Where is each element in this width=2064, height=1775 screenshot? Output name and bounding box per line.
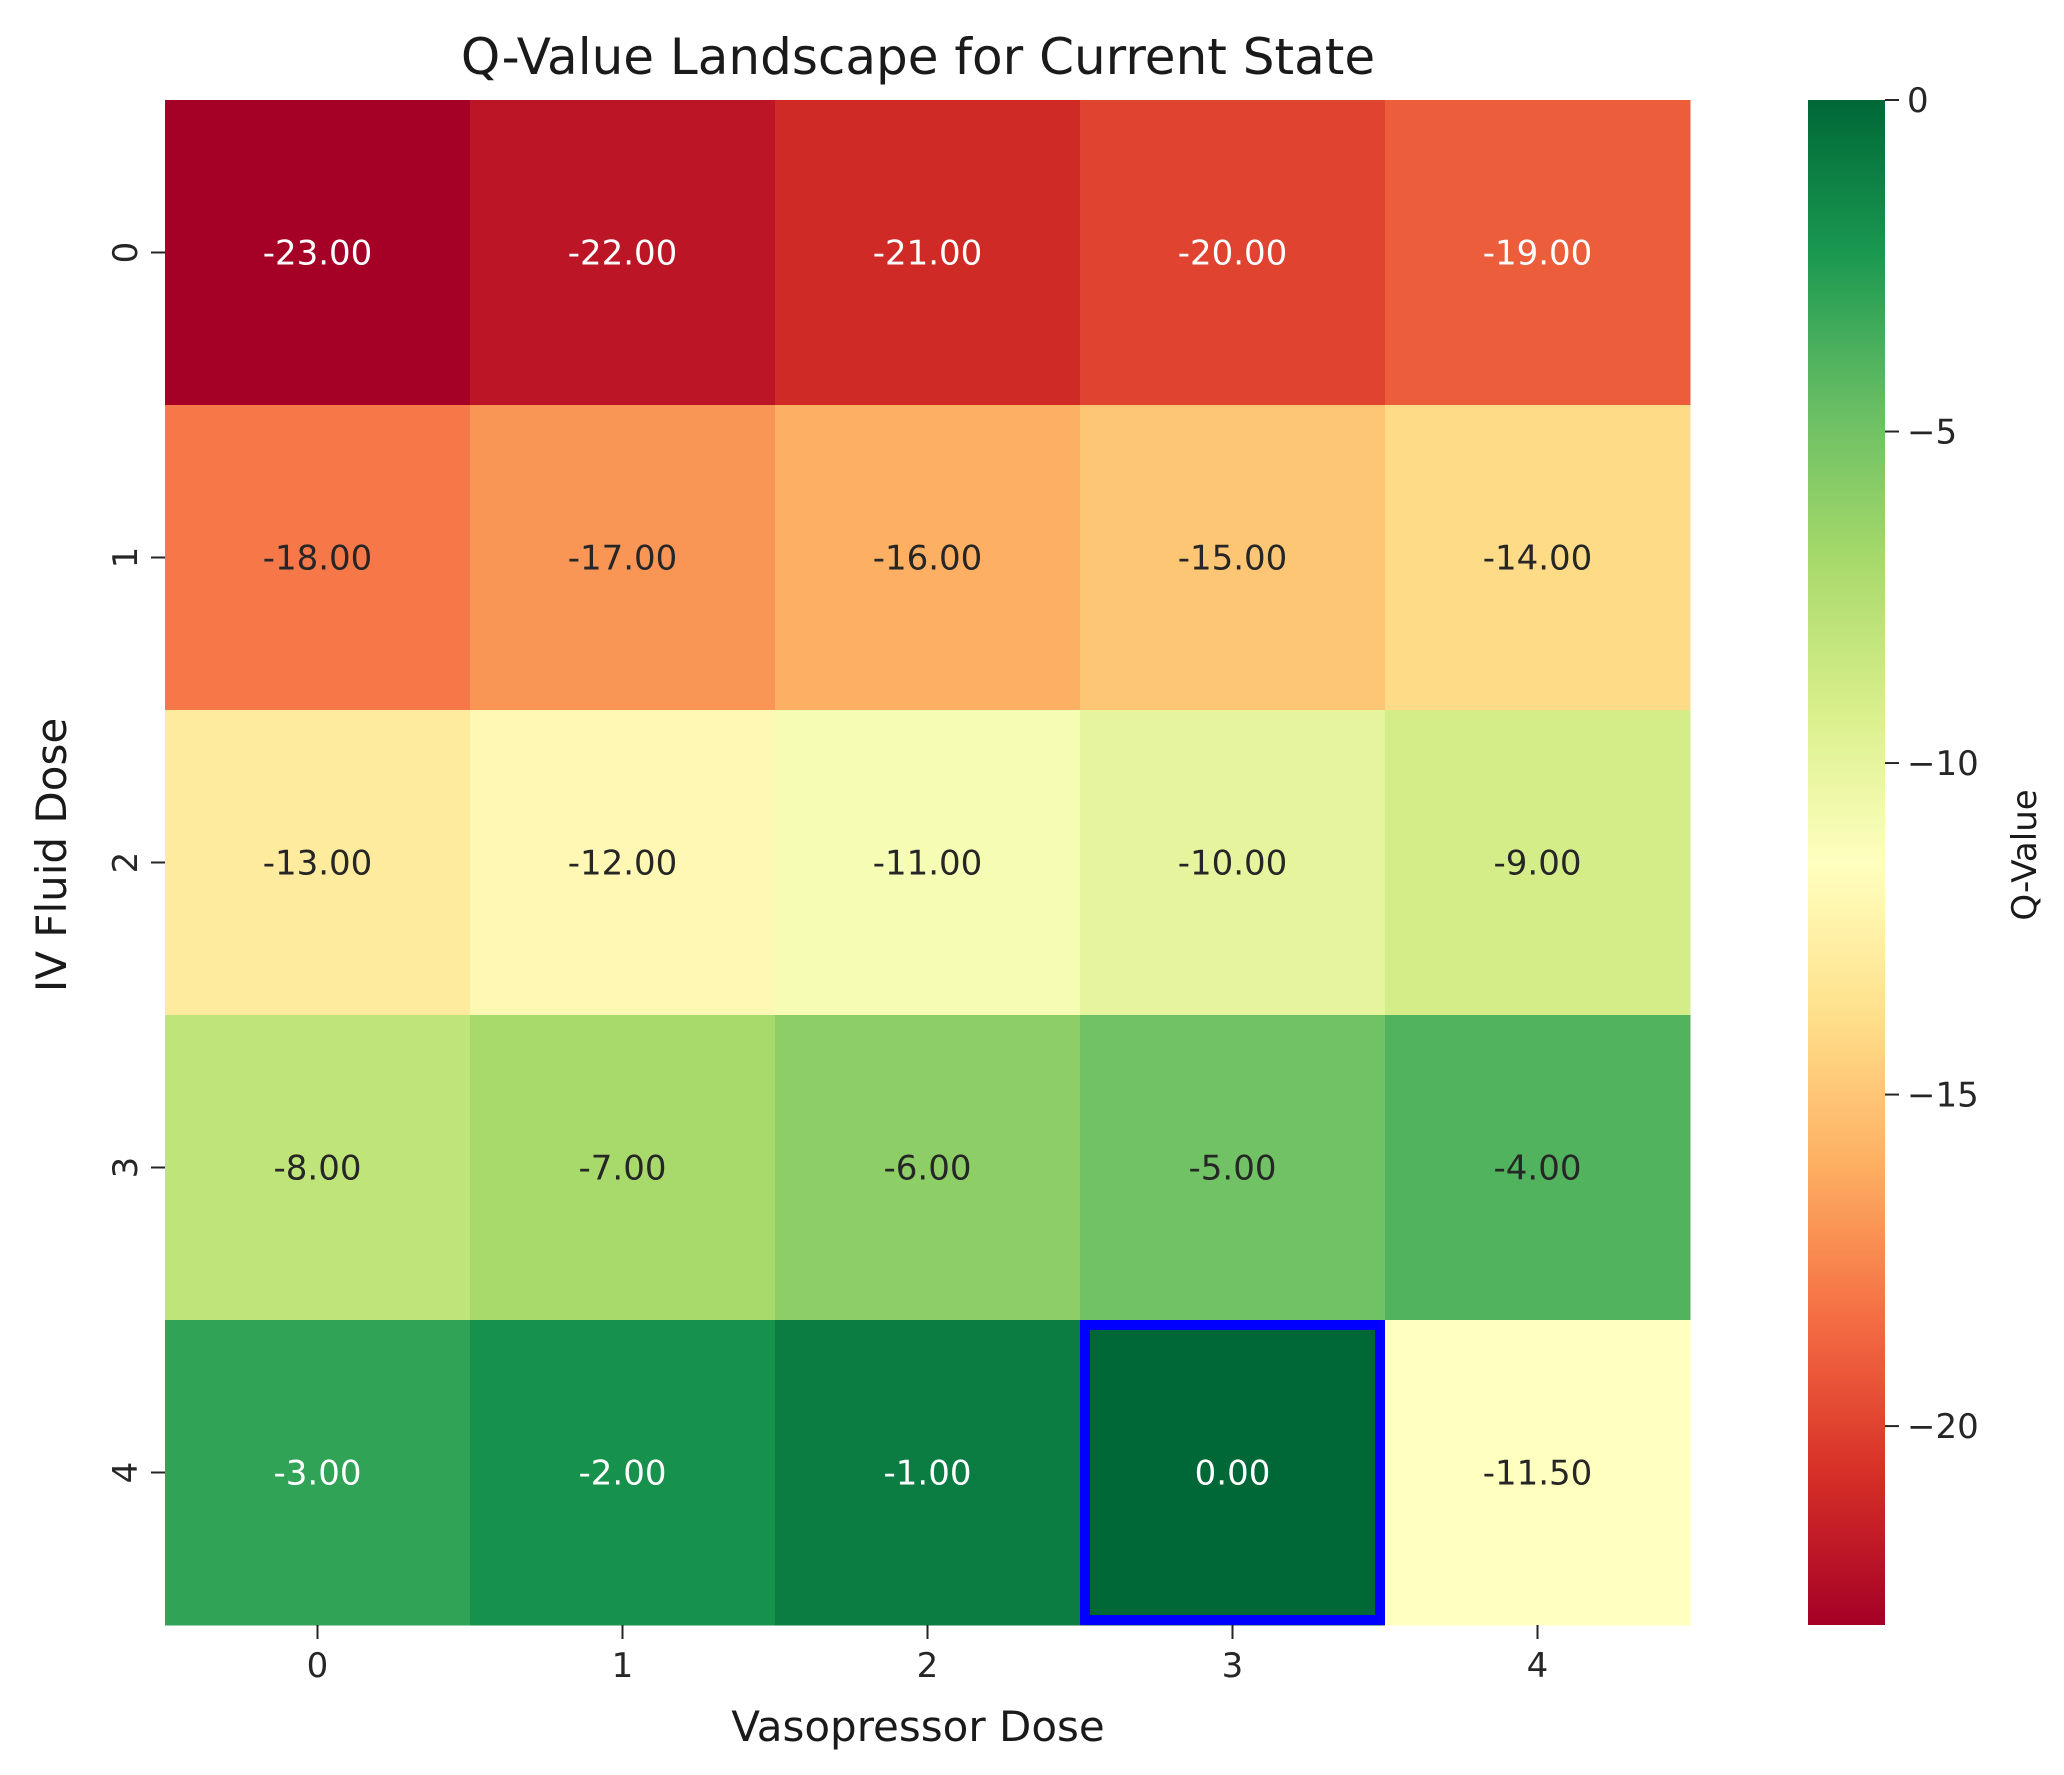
cell-value-label: -6.00	[884, 1149, 972, 1189]
cell-value-label: -9.00	[1494, 844, 1582, 884]
cell-value-label: -8.00	[274, 1149, 362, 1189]
x-axis-ticks: 0 1 2 3 4	[307, 1625, 1549, 1686]
y-axis-ticks: 0 1 2 3 4	[106, 242, 165, 1484]
cell-value-label: -22.00	[568, 234, 678, 274]
cell-value-label: -10.00	[1178, 844, 1288, 884]
cell-value-label: -2.00	[579, 1454, 667, 1494]
colorbar-gradient	[1808, 100, 1885, 1625]
colorbar-tick-label: 0	[1907, 81, 1929, 121]
heatmap-cell	[775, 1320, 1081, 1626]
y-axis-label: IV Fluid Dose	[27, 718, 76, 992]
y-tick-label: 0	[106, 242, 146, 264]
cell-value-label: -12.00	[568, 844, 678, 884]
colorbar-label: Q-Value	[2005, 789, 2045, 920]
heatmap-cell	[470, 1015, 776, 1321]
cell-value-label: -11.00	[873, 844, 983, 884]
colorbar-tick-label: −20	[1907, 1407, 1979, 1447]
cell-value-labels: -23.00 -22.00 -21.00 -20.00 -19.00 -18.00 -17.…	[263, 234, 1593, 1494]
heatmap-cell	[1080, 710, 1386, 1016]
heatmap-cell	[165, 1320, 471, 1626]
heatmap-cell	[1080, 405, 1386, 711]
heatmap-cell	[470, 710, 776, 1016]
heatmap-cell	[1385, 710, 1691, 1016]
heatmap-cell	[1385, 1015, 1691, 1321]
cell-value-label: -13.00	[263, 844, 373, 884]
cell-value-label: -17.00	[568, 539, 678, 579]
y-tick-label: 1	[106, 547, 146, 569]
cell-value-label: -18.00	[263, 539, 373, 579]
x-tick-label: 3	[1222, 1646, 1244, 1686]
cell-value-label: -20.00	[1178, 234, 1288, 274]
cell-value-label: -23.00	[263, 234, 373, 274]
colorbar: 0 −5 −10 −15 −20	[1808, 81, 1979, 1625]
y-tick-label: 3	[106, 1157, 146, 1179]
heatmap-cell	[1080, 1320, 1386, 1626]
heatmap-cell	[165, 710, 471, 1016]
highlight-box	[1080, 1320, 1385, 1625]
cell-value-label: 0.00	[1195, 1454, 1271, 1494]
cell-value-label: -15.00	[1178, 539, 1288, 579]
x-tick-label: 0	[307, 1646, 329, 1686]
cell-value-label: -11.50	[1483, 1454, 1593, 1494]
heatmap-cell	[470, 1320, 776, 1626]
colorbar-tick-label: −10	[1907, 744, 1979, 784]
cell-value-label: -3.00	[274, 1454, 362, 1494]
heatmap-cell	[1385, 100, 1691, 406]
cell-value-label: -16.00	[873, 539, 983, 579]
cell-value-label: -7.00	[579, 1149, 667, 1189]
heatmap-cell	[1385, 1320, 1691, 1626]
heatmap-cell	[775, 405, 1081, 711]
colorbar-tick-label: −15	[1907, 1076, 1979, 1116]
cell-value-label: -21.00	[873, 234, 983, 274]
cell-value-label: -19.00	[1483, 234, 1593, 274]
highlight-layer	[1080, 1320, 1385, 1625]
x-tick-label: 4	[1527, 1646, 1549, 1686]
cell-value-label: -14.00	[1483, 539, 1593, 579]
cell-value-label: -5.00	[1189, 1149, 1277, 1189]
x-axis-label: Vasopressor Dose	[731, 1702, 1104, 1751]
colorbar-tick-label: −5	[1907, 413, 1957, 453]
y-tick-label: 2	[106, 852, 146, 874]
heatmap-cell	[1385, 405, 1691, 711]
chart-title: Q-Value Landscape for Current State	[461, 28, 1375, 86]
heatmap-cell	[775, 1015, 1081, 1321]
heatmap-cell	[1080, 100, 1386, 406]
heatmap-cell	[775, 100, 1081, 406]
y-tick-label: 4	[106, 1462, 146, 1484]
heatmap-cell	[165, 100, 471, 406]
cell-value-label: -1.00	[884, 1454, 972, 1494]
heatmap-cells	[165, 100, 1691, 1626]
heatmap-cell	[165, 405, 471, 711]
heatmap-cell	[470, 100, 776, 406]
cell-value-label: -4.00	[1494, 1149, 1582, 1189]
heatmap-cell	[470, 405, 776, 711]
x-tick-label: 2	[917, 1646, 939, 1686]
heatmap-cell	[1080, 1015, 1386, 1321]
heatmap-cell	[775, 710, 1081, 1016]
x-tick-label: 1	[612, 1646, 634, 1686]
heatmap-cell	[165, 1015, 471, 1321]
